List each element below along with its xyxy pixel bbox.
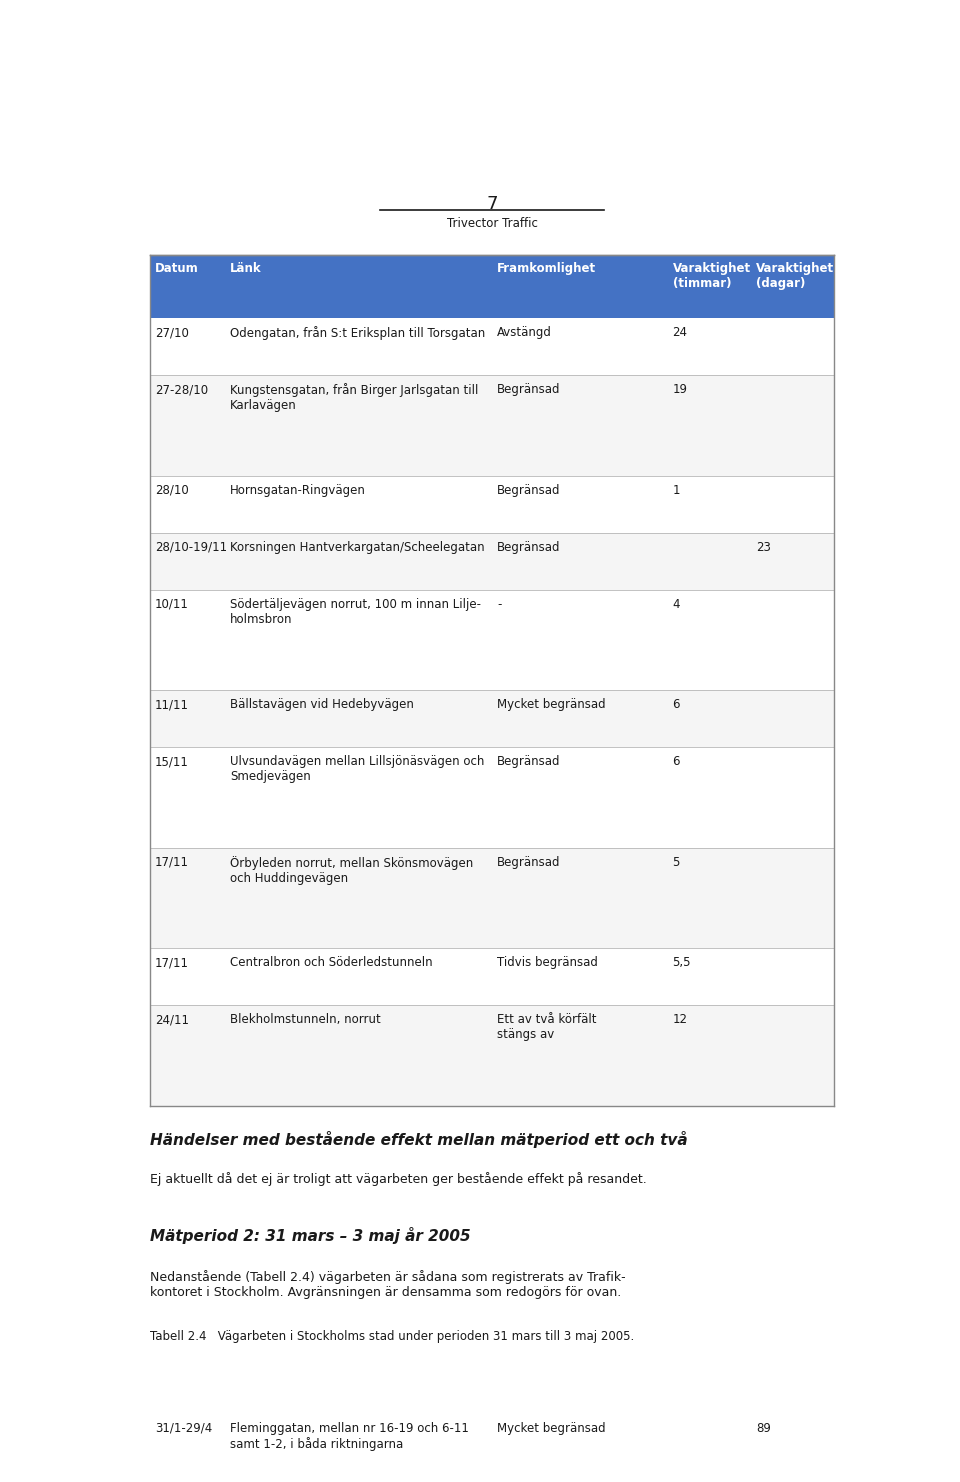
Text: Begränsad: Begränsad [497, 756, 561, 768]
FancyBboxPatch shape [150, 319, 834, 375]
Text: 5,5: 5,5 [673, 956, 691, 969]
Text: -: - [497, 597, 501, 611]
Text: Ett av två körfält
stängs av: Ett av två körfält stängs av [497, 1014, 597, 1042]
Text: 23: 23 [756, 541, 771, 554]
Text: 15/11: 15/11 [155, 756, 189, 768]
Text: Händelser med bestående effekt mellan mätperiod ett och två: Händelser med bestående effekt mellan mä… [150, 1131, 687, 1147]
Text: Varaktighet
(timmar): Varaktighet (timmar) [673, 262, 751, 290]
Text: Fleminggatan, mellan nr 16-19 och 6-11
samt 1-2, i båda riktningarna: Fleminggatan, mellan nr 16-19 och 6-11 s… [230, 1421, 469, 1451]
Text: 5: 5 [673, 855, 680, 868]
Text: Begränsad: Begränsad [497, 541, 561, 554]
FancyBboxPatch shape [150, 691, 834, 747]
Text: Tidvis begränsad: Tidvis begränsad [497, 956, 598, 969]
Text: 24: 24 [673, 326, 687, 339]
Text: 6: 6 [673, 756, 680, 768]
FancyBboxPatch shape [150, 532, 834, 590]
Text: 7: 7 [487, 196, 497, 213]
Text: Avstängd: Avstängd [497, 326, 552, 339]
Text: 28/10-19/11: 28/10-19/11 [155, 541, 228, 554]
Text: Korsningen Hantverkargatan/Scheelegatan: Korsningen Hantverkargatan/Scheelegatan [230, 541, 485, 554]
FancyBboxPatch shape [150, 848, 834, 948]
Text: Södertäljevägen norrut, 100 m innan Lilje-
holmsbron: Södertäljevägen norrut, 100 m innan Lilj… [230, 597, 481, 625]
Text: Framkomlighet: Framkomlighet [497, 1358, 596, 1371]
Text: Mycket begränsad: Mycket begränsad [497, 1421, 606, 1435]
Text: Kungstensgatan, från Birger Jarlsgatan till
Karlavägen: Kungstensgatan, från Birger Jarlsgatan t… [230, 384, 478, 412]
FancyBboxPatch shape [150, 948, 834, 1005]
Text: Begränsad: Begränsad [497, 483, 561, 496]
Text: 27-28/10: 27-28/10 [155, 384, 208, 396]
Text: 24/11: 24/11 [155, 1014, 189, 1026]
Text: Varaktighet
(dagar): Varaktighet (dagar) [756, 262, 834, 290]
Text: Länk: Länk [230, 1358, 262, 1371]
Text: Blekholmstunneln, norrut: Blekholmstunneln, norrut [230, 1014, 381, 1026]
Text: Datum: Datum [155, 262, 199, 276]
Text: Bällstavägen vid Hedebyvägen: Bällstavägen vid Hedebyvägen [230, 698, 414, 711]
Text: 6: 6 [673, 698, 680, 711]
Text: Nedanstående (Tabell 2.4) vägarbeten är sådana som registrerats av Trafik-
konto: Nedanstående (Tabell 2.4) vägarbeten är … [150, 1270, 625, 1298]
Text: Varaktighet
(timmar): Varaktighet (timmar) [673, 1358, 751, 1386]
Text: Hornsgatan-Ringvägen: Hornsgatan-Ringvägen [230, 483, 366, 496]
Text: Tabell 2.4   Vägarbeten i Stockholms stad under perioden 31 mars till 3 maj 2005: Tabell 2.4 Vägarbeten i Stockholms stad … [150, 1331, 634, 1343]
Text: 19: 19 [673, 384, 687, 396]
Text: 10/11: 10/11 [155, 597, 189, 611]
Text: Mycket begränsad: Mycket begränsad [497, 698, 606, 711]
FancyBboxPatch shape [150, 1352, 834, 1414]
Text: 11/11: 11/11 [155, 698, 189, 711]
Text: 1: 1 [673, 483, 680, 496]
FancyBboxPatch shape [150, 747, 834, 848]
Text: 17/11: 17/11 [155, 956, 189, 969]
Text: Begränsad: Begränsad [497, 384, 561, 396]
FancyBboxPatch shape [150, 476, 834, 532]
FancyBboxPatch shape [150, 590, 834, 691]
Text: Varaktighet
(dagar): Varaktighet (dagar) [756, 1358, 834, 1386]
Text: 4: 4 [673, 597, 680, 611]
FancyBboxPatch shape [150, 375, 834, 476]
Text: 17/11: 17/11 [155, 855, 189, 868]
Text: Centralbron och Söderledstunneln: Centralbron och Söderledstunneln [230, 956, 433, 969]
FancyBboxPatch shape [150, 1414, 834, 1482]
Text: Trivector Traffic: Trivector Traffic [446, 216, 538, 230]
Text: 27/10: 27/10 [155, 326, 189, 339]
FancyBboxPatch shape [150, 1005, 834, 1106]
Text: Länk: Länk [230, 262, 262, 276]
Text: 28/10: 28/10 [155, 483, 189, 496]
Text: Datum: Datum [155, 1358, 199, 1371]
Text: 12: 12 [673, 1014, 687, 1026]
Text: 31/1-29/4: 31/1-29/4 [155, 1421, 212, 1435]
Text: 89: 89 [756, 1421, 771, 1435]
Text: Ulvsundavägen mellan Lillsjönäsvägen och
Smedjevägen: Ulvsundavägen mellan Lillsjönäsvägen och… [230, 756, 485, 784]
FancyBboxPatch shape [150, 255, 834, 319]
Text: Mätperiod 2: 31 mars – 3 maj år 2005: Mätperiod 2: 31 mars – 3 maj år 2005 [150, 1227, 470, 1243]
Text: Begränsad: Begränsad [497, 855, 561, 868]
Text: Odengatan, från S:t Eriksplan till Torsgatan: Odengatan, från S:t Eriksplan till Torsg… [230, 326, 486, 341]
Text: Framkomlighet: Framkomlighet [497, 262, 596, 276]
Text: Örbyleden norrut, mellan Skönsmovägen
och Huddingevägen: Örbyleden norrut, mellan Skönsmovägen oc… [230, 855, 473, 885]
Text: Ej aktuellt då det ej är troligt att vägarbeten ger bestående effekt på resandet: Ej aktuellt då det ej är troligt att väg… [150, 1172, 646, 1186]
